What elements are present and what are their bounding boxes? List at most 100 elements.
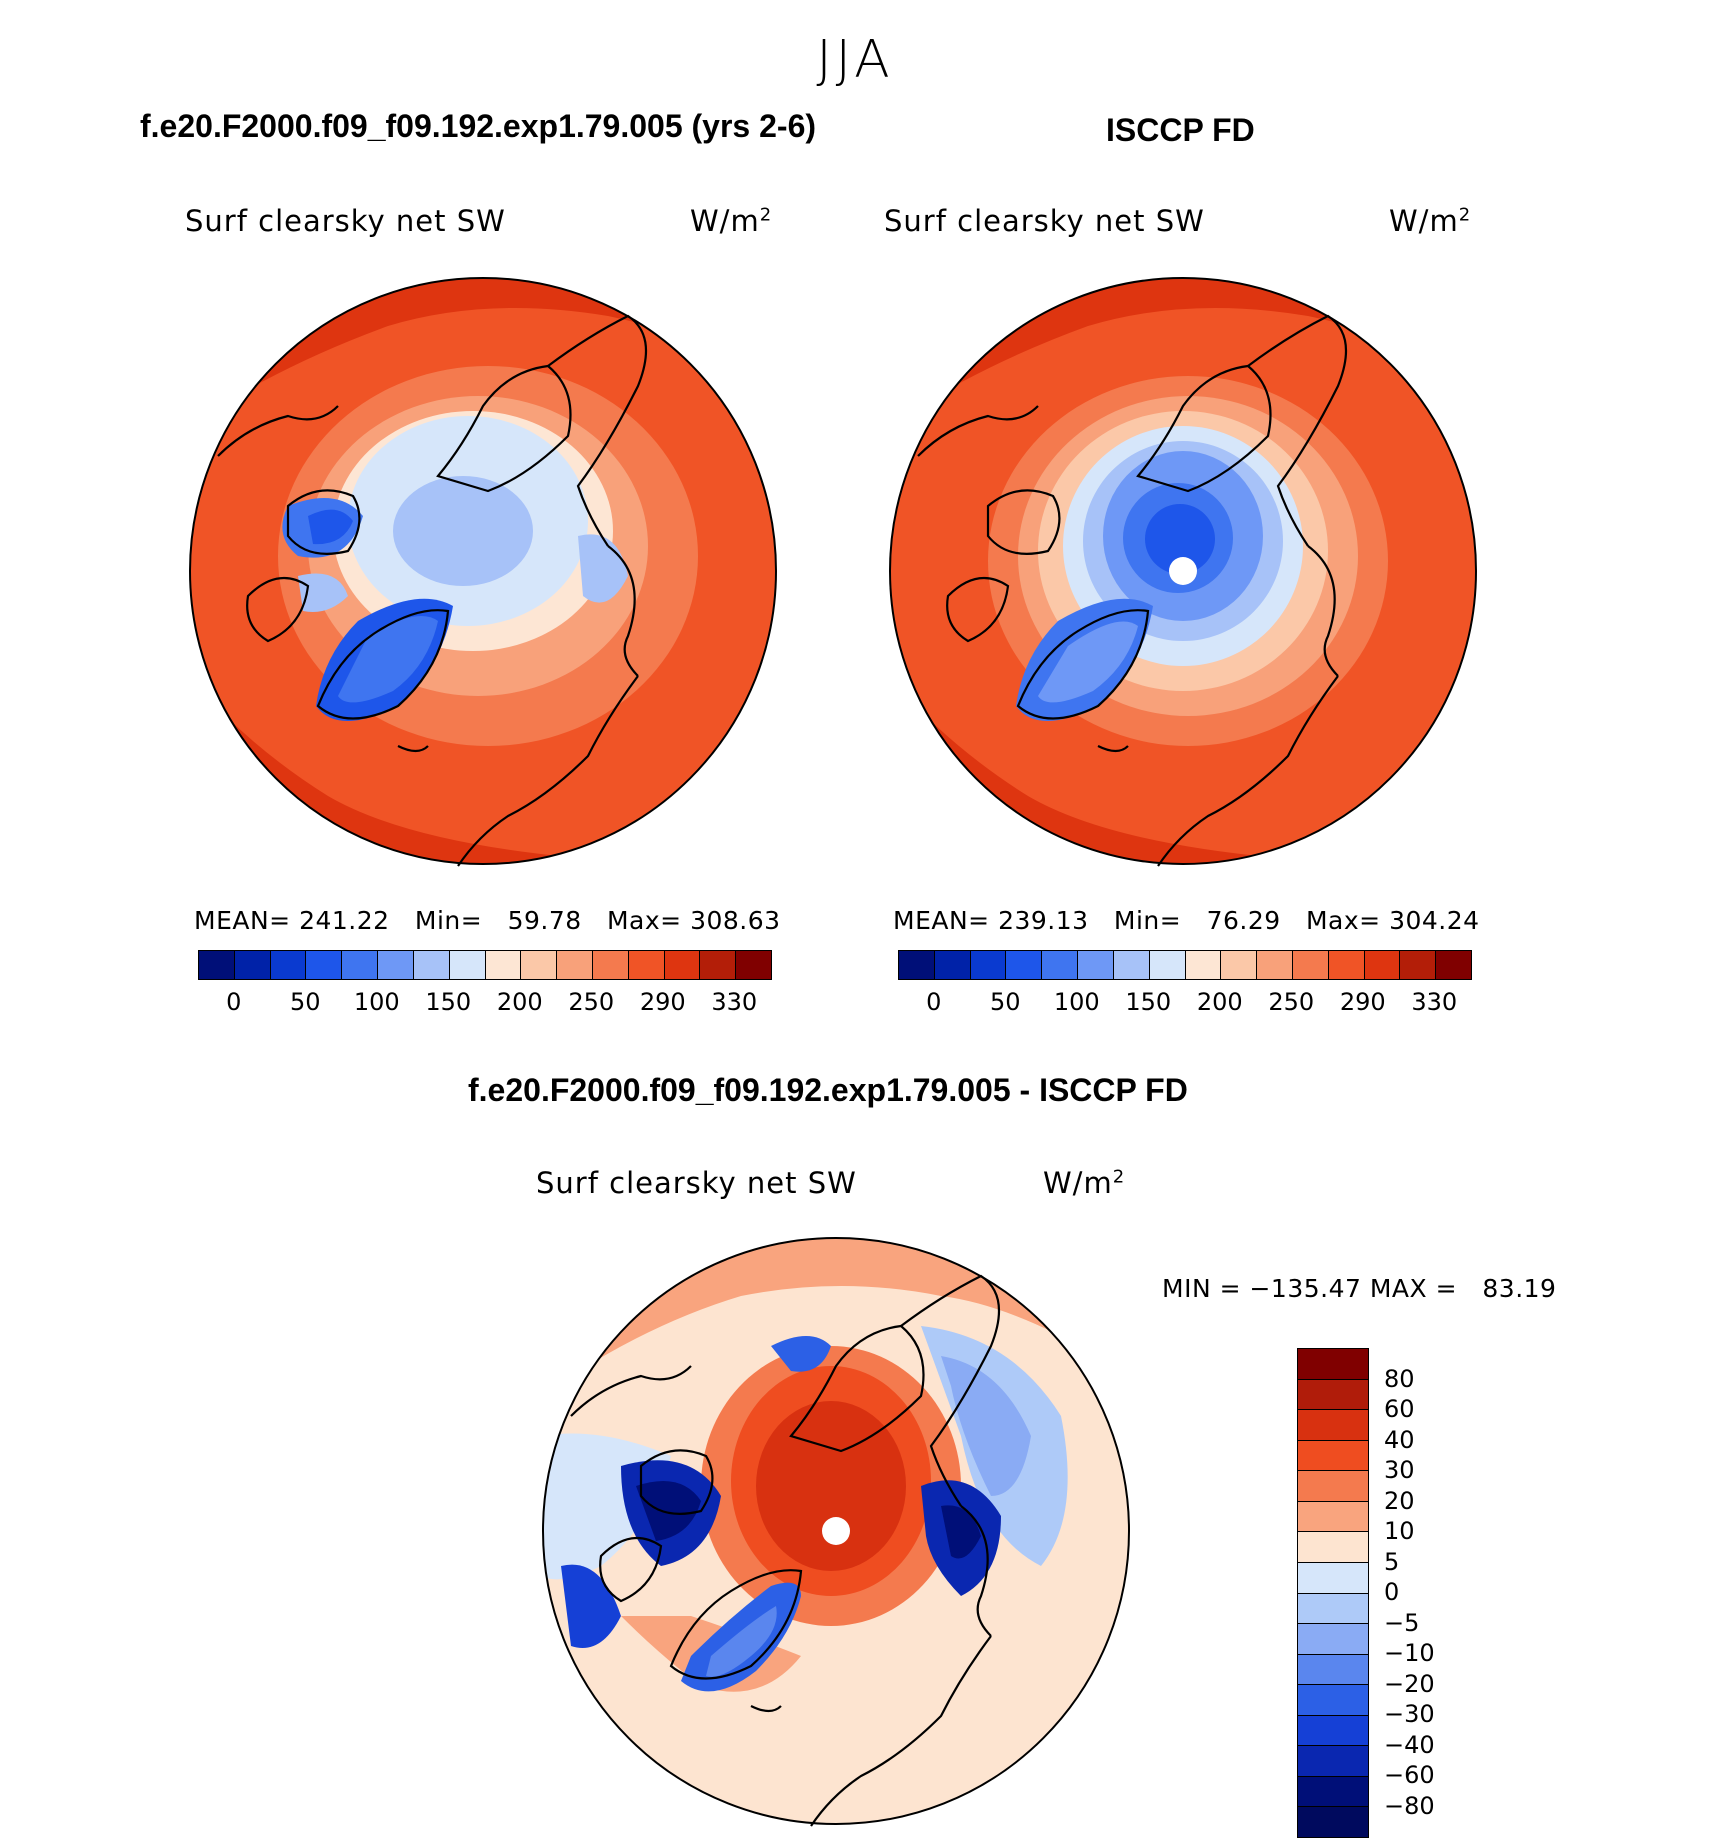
- model-polar-map: [189, 277, 777, 867]
- colorbar-swatch: [1298, 1745, 1368, 1776]
- colorbar-swatch: [1298, 1531, 1368, 1562]
- colorbar-tick-label: −20: [1384, 1669, 1435, 1698]
- colorbar-swatch: [1291, 951, 1328, 979]
- max-label: Max=: [1305, 906, 1381, 935]
- units-exponent: 2: [1112, 1166, 1126, 1188]
- min-value: 76.29: [1206, 906, 1281, 935]
- colorbar-model: [198, 950, 772, 980]
- colorbar-swatch: [1298, 1684, 1368, 1715]
- mean-value: 241.22: [299, 906, 390, 935]
- panel-1-stats: MEAN= 241.22 Min= 59.78 Max= 308.63: [194, 906, 781, 935]
- colorbar-tick-label: 150: [1125, 988, 1172, 1016]
- colorbar-tick-label: 50: [989, 988, 1021, 1016]
- colorbar-tick-label: 5: [1384, 1547, 1400, 1576]
- colorbar-swatch: [1298, 1349, 1368, 1379]
- colorbar-swatch: [1298, 1806, 1368, 1837]
- colorbar-tick-label: 10: [1384, 1517, 1415, 1545]
- colorbar-swatch: [1327, 951, 1364, 979]
- panel-2-title: ISCCP FD: [1106, 112, 1255, 148]
- colorbar-swatch: [1435, 951, 1471, 979]
- colorbar-tick-label: 30: [1384, 1456, 1415, 1484]
- colorbar-swatch: [377, 951, 413, 979]
- colorbar-tick-label: 250: [568, 988, 615, 1016]
- diff-variable-label: Surf clearsky net SW: [536, 1166, 857, 1200]
- colorbar-swatch: [199, 951, 234, 979]
- min-value: 59.78: [507, 906, 582, 935]
- colorbar-swatch: [1298, 1439, 1368, 1471]
- colorbar-tick-label: 330: [1411, 988, 1458, 1016]
- colorbar-swatch: [1184, 951, 1221, 979]
- colorbar-obs-ticks: 0 50 100 150 200 250 290 330: [898, 988, 1470, 1018]
- diff-minmax: MIN = −135.47 MAX = 83.19: [1162, 1274, 1557, 1303]
- colorbar-tick-label: 50: [289, 988, 321, 1016]
- colorbar-tick-label: −80: [1384, 1791, 1435, 1820]
- panel-2-variable-label: Surf clearsky net SW: [884, 204, 1205, 238]
- colorbar-swatch: [412, 951, 449, 979]
- min-label: Min=: [1113, 906, 1182, 935]
- colorbar-tick-label: −30: [1384, 1700, 1435, 1728]
- colorbar-tick-label: 100: [1053, 988, 1100, 1016]
- colorbar-swatch: [269, 951, 306, 979]
- colorbar-swatch: [1298, 1470, 1368, 1501]
- colorbar-tick-label: 100: [353, 988, 400, 1016]
- mean-label: MEAN=: [893, 906, 990, 935]
- colorbar-tick-label: 0: [926, 988, 942, 1016]
- colorbar-swatch: [1148, 951, 1185, 979]
- colorbar-swatch: [1298, 1561, 1368, 1593]
- panel-2-units: W/m2: [1389, 204, 1471, 238]
- colorbar-swatch: [1363, 951, 1400, 979]
- colorbar-tick-label: 20: [1384, 1486, 1415, 1515]
- colorbar-swatch: [1298, 1409, 1368, 1440]
- colorbar-tick-label: 0: [1384, 1578, 1400, 1606]
- colorbar-swatch: [1298, 1623, 1368, 1654]
- colorbar-swatch: [1399, 951, 1436, 979]
- diff-units: W/m2: [1043, 1166, 1125, 1200]
- colorbar-swatch: [1077, 951, 1113, 979]
- max-value: 308.63: [690, 906, 781, 935]
- colorbar-swatch: [1220, 951, 1257, 979]
- units-exponent: 2: [759, 204, 773, 226]
- colorbar-diff-ticks: 80 60 40 30 20 10 5 0 −5 −10 −20 −30 −40 −60 −80: [1384, 1348, 1484, 1836]
- max-value: 304.24: [1389, 906, 1480, 935]
- colorbar-swatch: [341, 951, 378, 979]
- colorbar-tick-label: 290: [1339, 988, 1386, 1016]
- colorbar-tick-label: −10: [1384, 1639, 1435, 1667]
- colorbar-tick-label: 250: [1268, 988, 1315, 1016]
- colorbar-swatch: [1298, 1653, 1368, 1685]
- colorbar-swatch: [735, 951, 771, 979]
- colorbar-tick-label: 80: [1384, 1364, 1415, 1393]
- colorbar-diff: [1297, 1348, 1369, 1838]
- colorbar-obs: [898, 950, 1472, 980]
- colorbar-swatch: [1298, 1500, 1368, 1532]
- colorbar-tick-label: −40: [1384, 1730, 1435, 1759]
- mean-label: MEAN=: [194, 906, 291, 935]
- colorbar-swatch: [233, 951, 270, 979]
- colorbar-swatch: [305, 951, 342, 979]
- difference-polar-map: [542, 1237, 1130, 1827]
- colorbar-swatch: [556, 951, 592, 979]
- colorbar-swatch: [520, 951, 557, 979]
- colorbar-tick-label: −5: [1384, 1608, 1420, 1637]
- colorbar-swatch: [1005, 951, 1042, 979]
- colorbar-swatch: [1256, 951, 1292, 979]
- colorbar-swatch: [1041, 951, 1078, 979]
- colorbar-swatch: [1298, 1775, 1368, 1807]
- panel-1-title: f.e20.F2000.f09_f09.192.exp1.79.005 (yrs…: [140, 108, 817, 144]
- colorbar-tick-label: −60: [1384, 1761, 1435, 1789]
- units-base: W/m: [1389, 204, 1459, 238]
- colorbar-swatch: [1298, 1378, 1368, 1410]
- panel-1-variable-label: Surf clearsky net SW: [185, 204, 506, 238]
- colorbar-tick-label: 200: [1196, 988, 1243, 1016]
- panel-2-stats: MEAN= 239.13 Min= 76.29 Max= 304.24: [893, 906, 1480, 935]
- colorbar-swatch: [969, 951, 1006, 979]
- colorbar-swatch: [1112, 951, 1149, 979]
- colorbar-tick-label: 60: [1384, 1395, 1415, 1423]
- colorbar-tick-label: 150: [425, 988, 472, 1016]
- diff-panel-title: f.e20.F2000.f09_f09.192.exp1.79.005 - IS…: [468, 1072, 1188, 1108]
- colorbar-swatch: [484, 951, 521, 979]
- colorbar-tick-label: 290: [639, 988, 686, 1016]
- colorbar-swatch: [899, 951, 934, 979]
- colorbar-swatch: [591, 951, 628, 979]
- colorbar-swatch: [699, 951, 736, 979]
- mean-value: 239.13: [998, 906, 1089, 935]
